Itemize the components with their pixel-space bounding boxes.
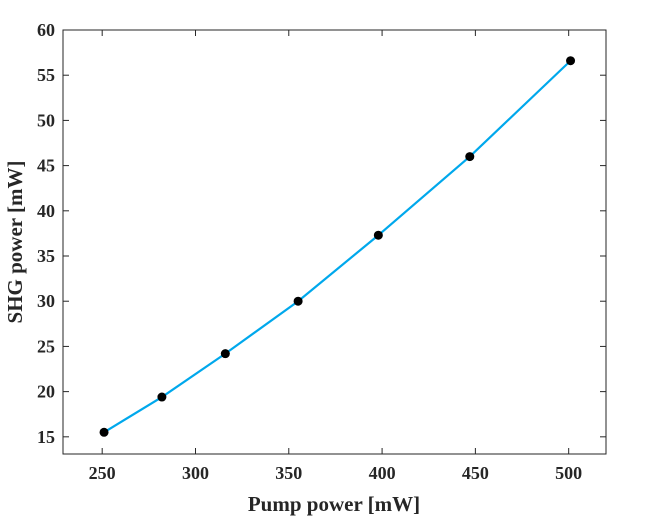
y-tick-label: 20 [37, 382, 55, 402]
data-point [566, 56, 576, 66]
x-tick-label: 400 [369, 463, 396, 483]
x-tick-label: 250 [89, 463, 116, 483]
data-point [157, 392, 167, 402]
plot-frame [62, 29, 607, 455]
x-tick-label: 500 [555, 463, 582, 483]
data-point [220, 349, 230, 359]
y-tick-label: 50 [37, 110, 55, 130]
y-tick-label: 60 [37, 20, 55, 40]
y-tick-label: 30 [37, 291, 55, 311]
y-tick-label: 55 [37, 65, 55, 85]
y-tick-label: 15 [37, 427, 55, 447]
x-tick-label: 350 [275, 463, 302, 483]
x-axis-label: Pump power [mW] [248, 492, 420, 516]
series-line [103, 59, 572, 434]
y-tick-label: 35 [37, 246, 55, 266]
x-tick-label: 450 [462, 463, 489, 483]
data-point [293, 296, 303, 306]
y-tick-label: 25 [37, 336, 55, 356]
x-tick-label: 300 [182, 463, 209, 483]
y-axis-label: SHG power [mW] [3, 161, 27, 324]
y-tick-label: 45 [37, 156, 55, 176]
data-point [465, 152, 475, 162]
data-point [373, 230, 383, 240]
y-tick-label: 40 [37, 201, 55, 221]
data-point [99, 427, 109, 437]
